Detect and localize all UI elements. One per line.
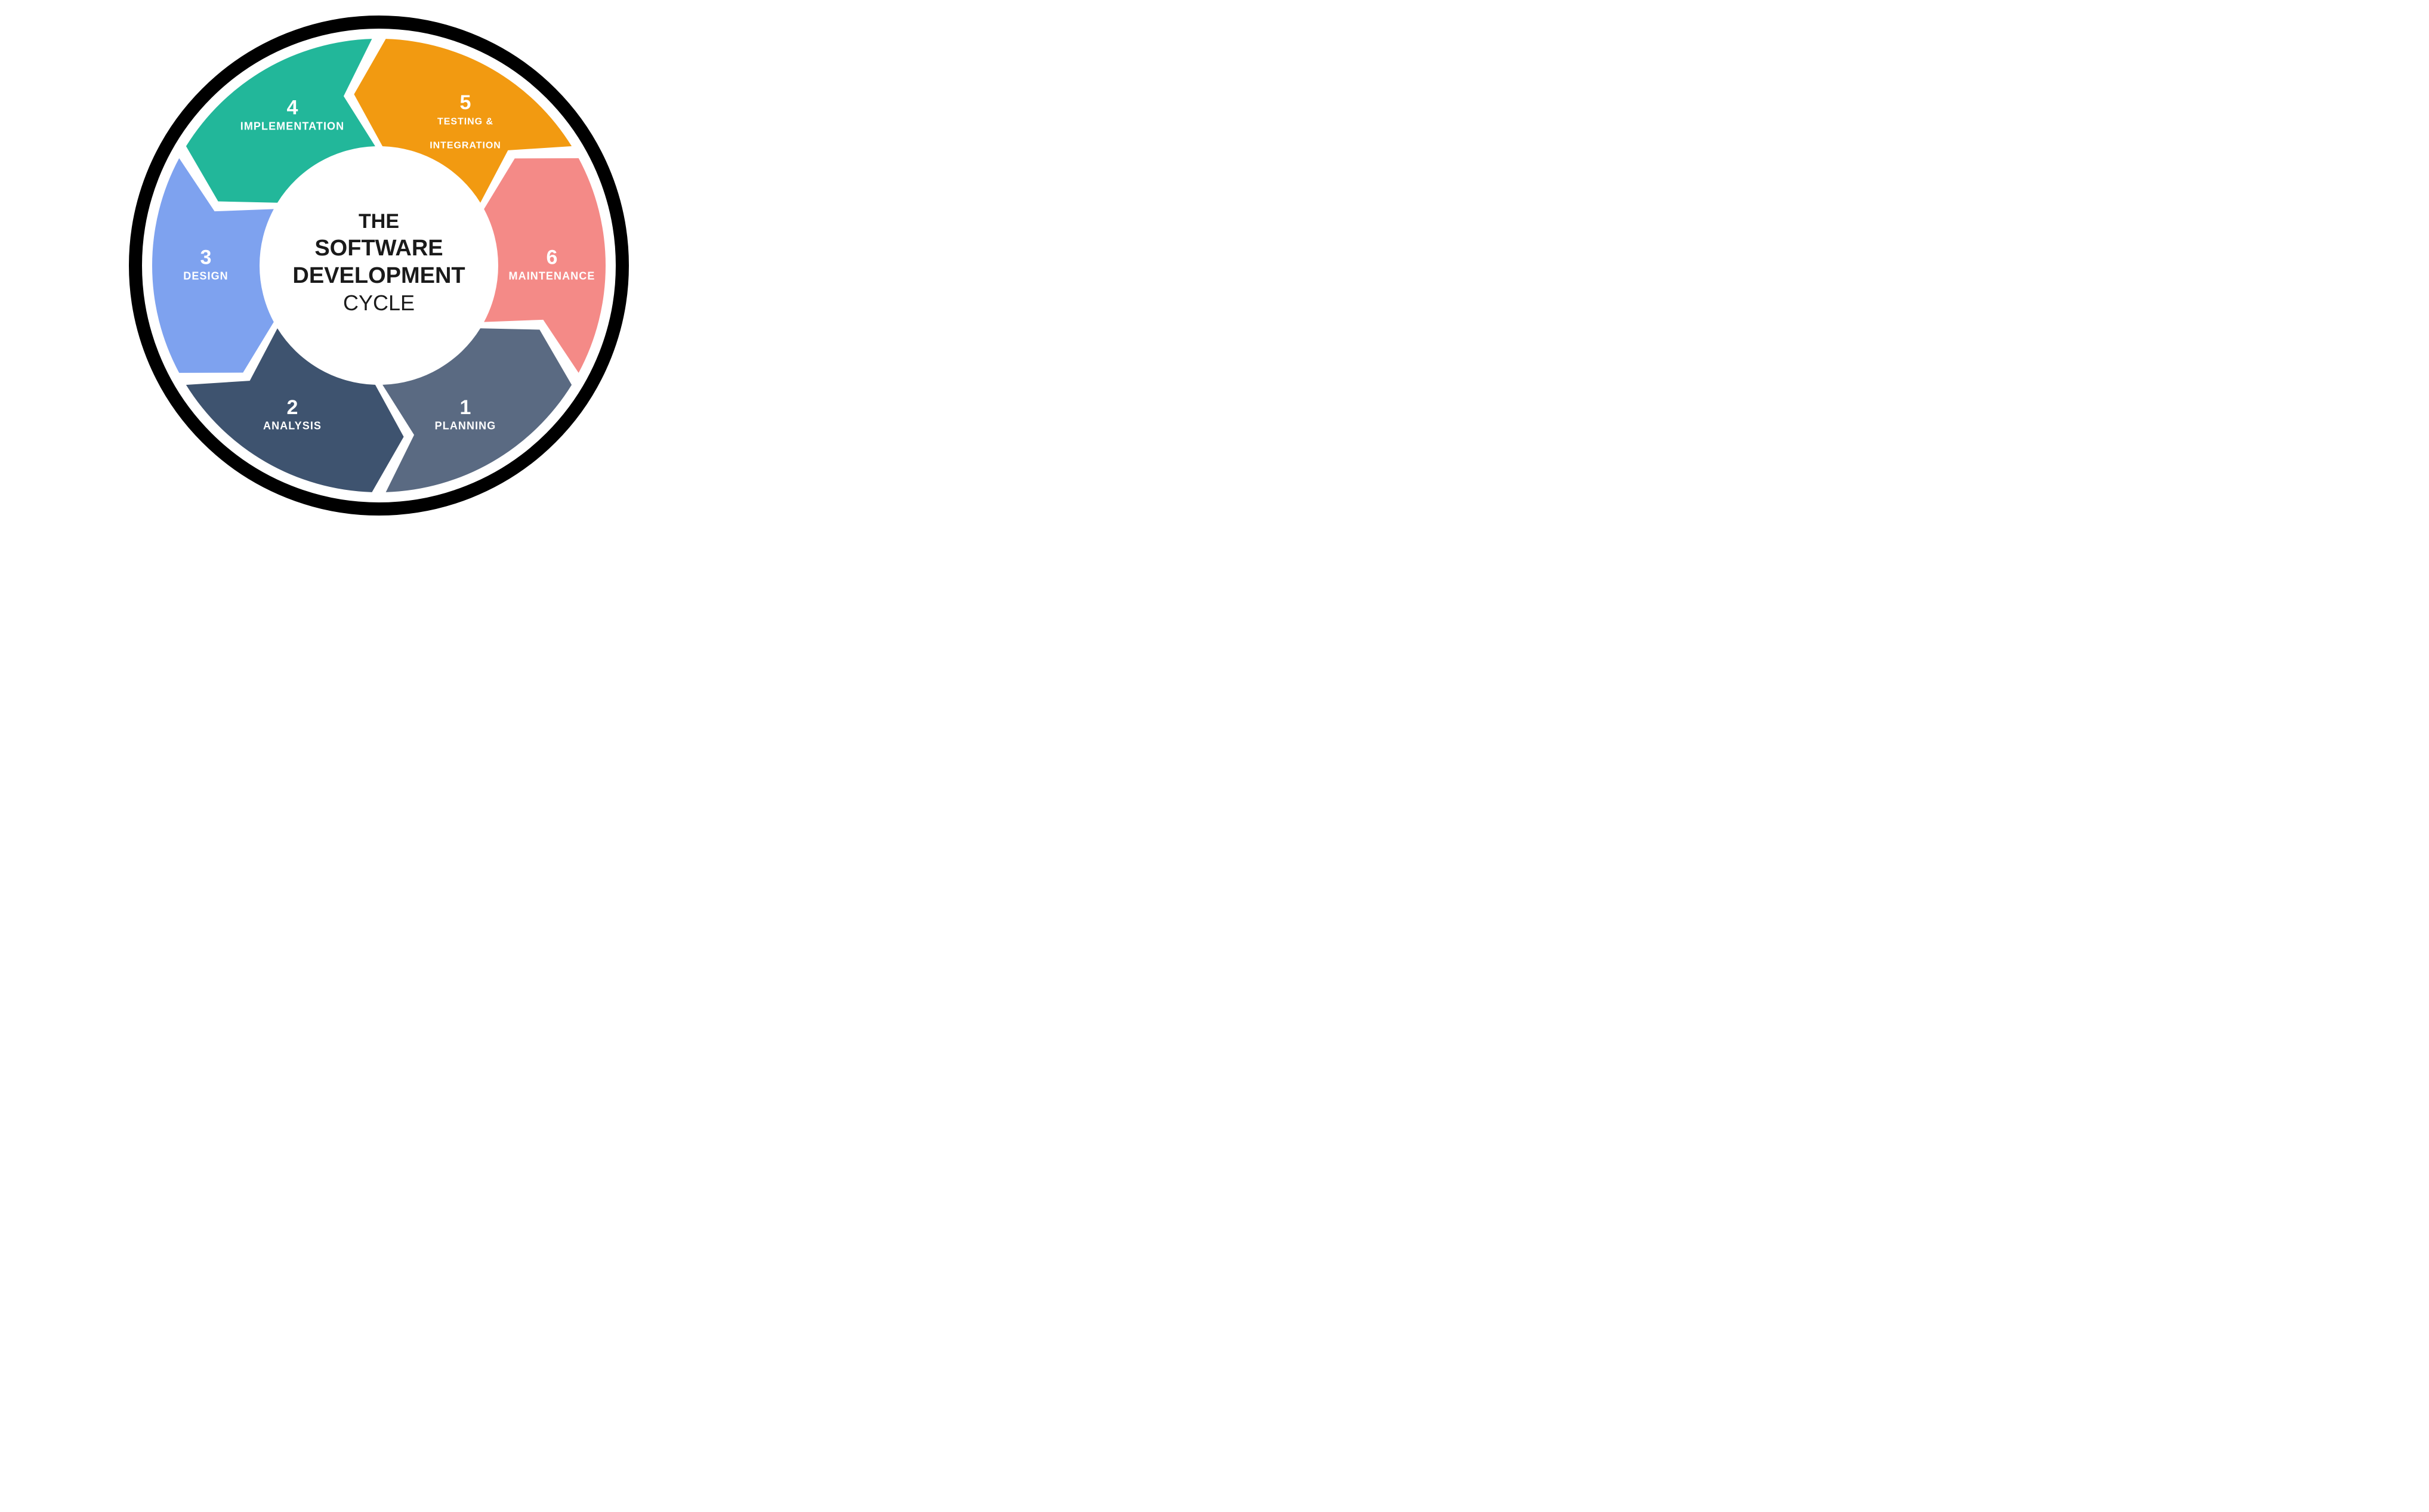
segment-4-number: 4	[287, 97, 298, 119]
segment-2-label-line-0: ANALYSIS	[263, 420, 322, 432]
segment-6-label-line-0: MAINTENANCE	[509, 270, 595, 282]
center-title-line-0: THE	[359, 210, 399, 233]
segment-3-number: 3	[200, 246, 212, 269]
segment-1-label-line-0: PLANNING	[435, 420, 496, 432]
segment-2-number: 2	[287, 396, 298, 419]
segment-6-number: 6	[547, 246, 558, 269]
segment-5-label-line-1: INTEGRATION	[430, 141, 501, 151]
segment-5-number: 5	[460, 91, 471, 114]
sdlc-cycle-diagram: 1PLANNING 2ANALYSIS 3DESIGN 4IMPLEMENTATION…	[0, 0, 835, 519]
segment-5-label-line-0: TESTING &	[437, 117, 493, 127]
center-title-line-1: SOFTWARE	[314, 236, 443, 261]
cycle-svg: 1PLANNING 2ANALYSIS 3DESIGN 4IMPLEMENTATION…	[0, 0, 835, 519]
segment-4-label-line-0: IMPLEMENTATION	[240, 120, 344, 132]
center-title-line-2: DEVELOPMENT	[292, 263, 465, 288]
segment-1-number: 1	[460, 396, 471, 419]
center-title-line-3: CYCLE	[343, 291, 415, 315]
segment-3-label-line-0: DESIGN	[183, 270, 229, 282]
